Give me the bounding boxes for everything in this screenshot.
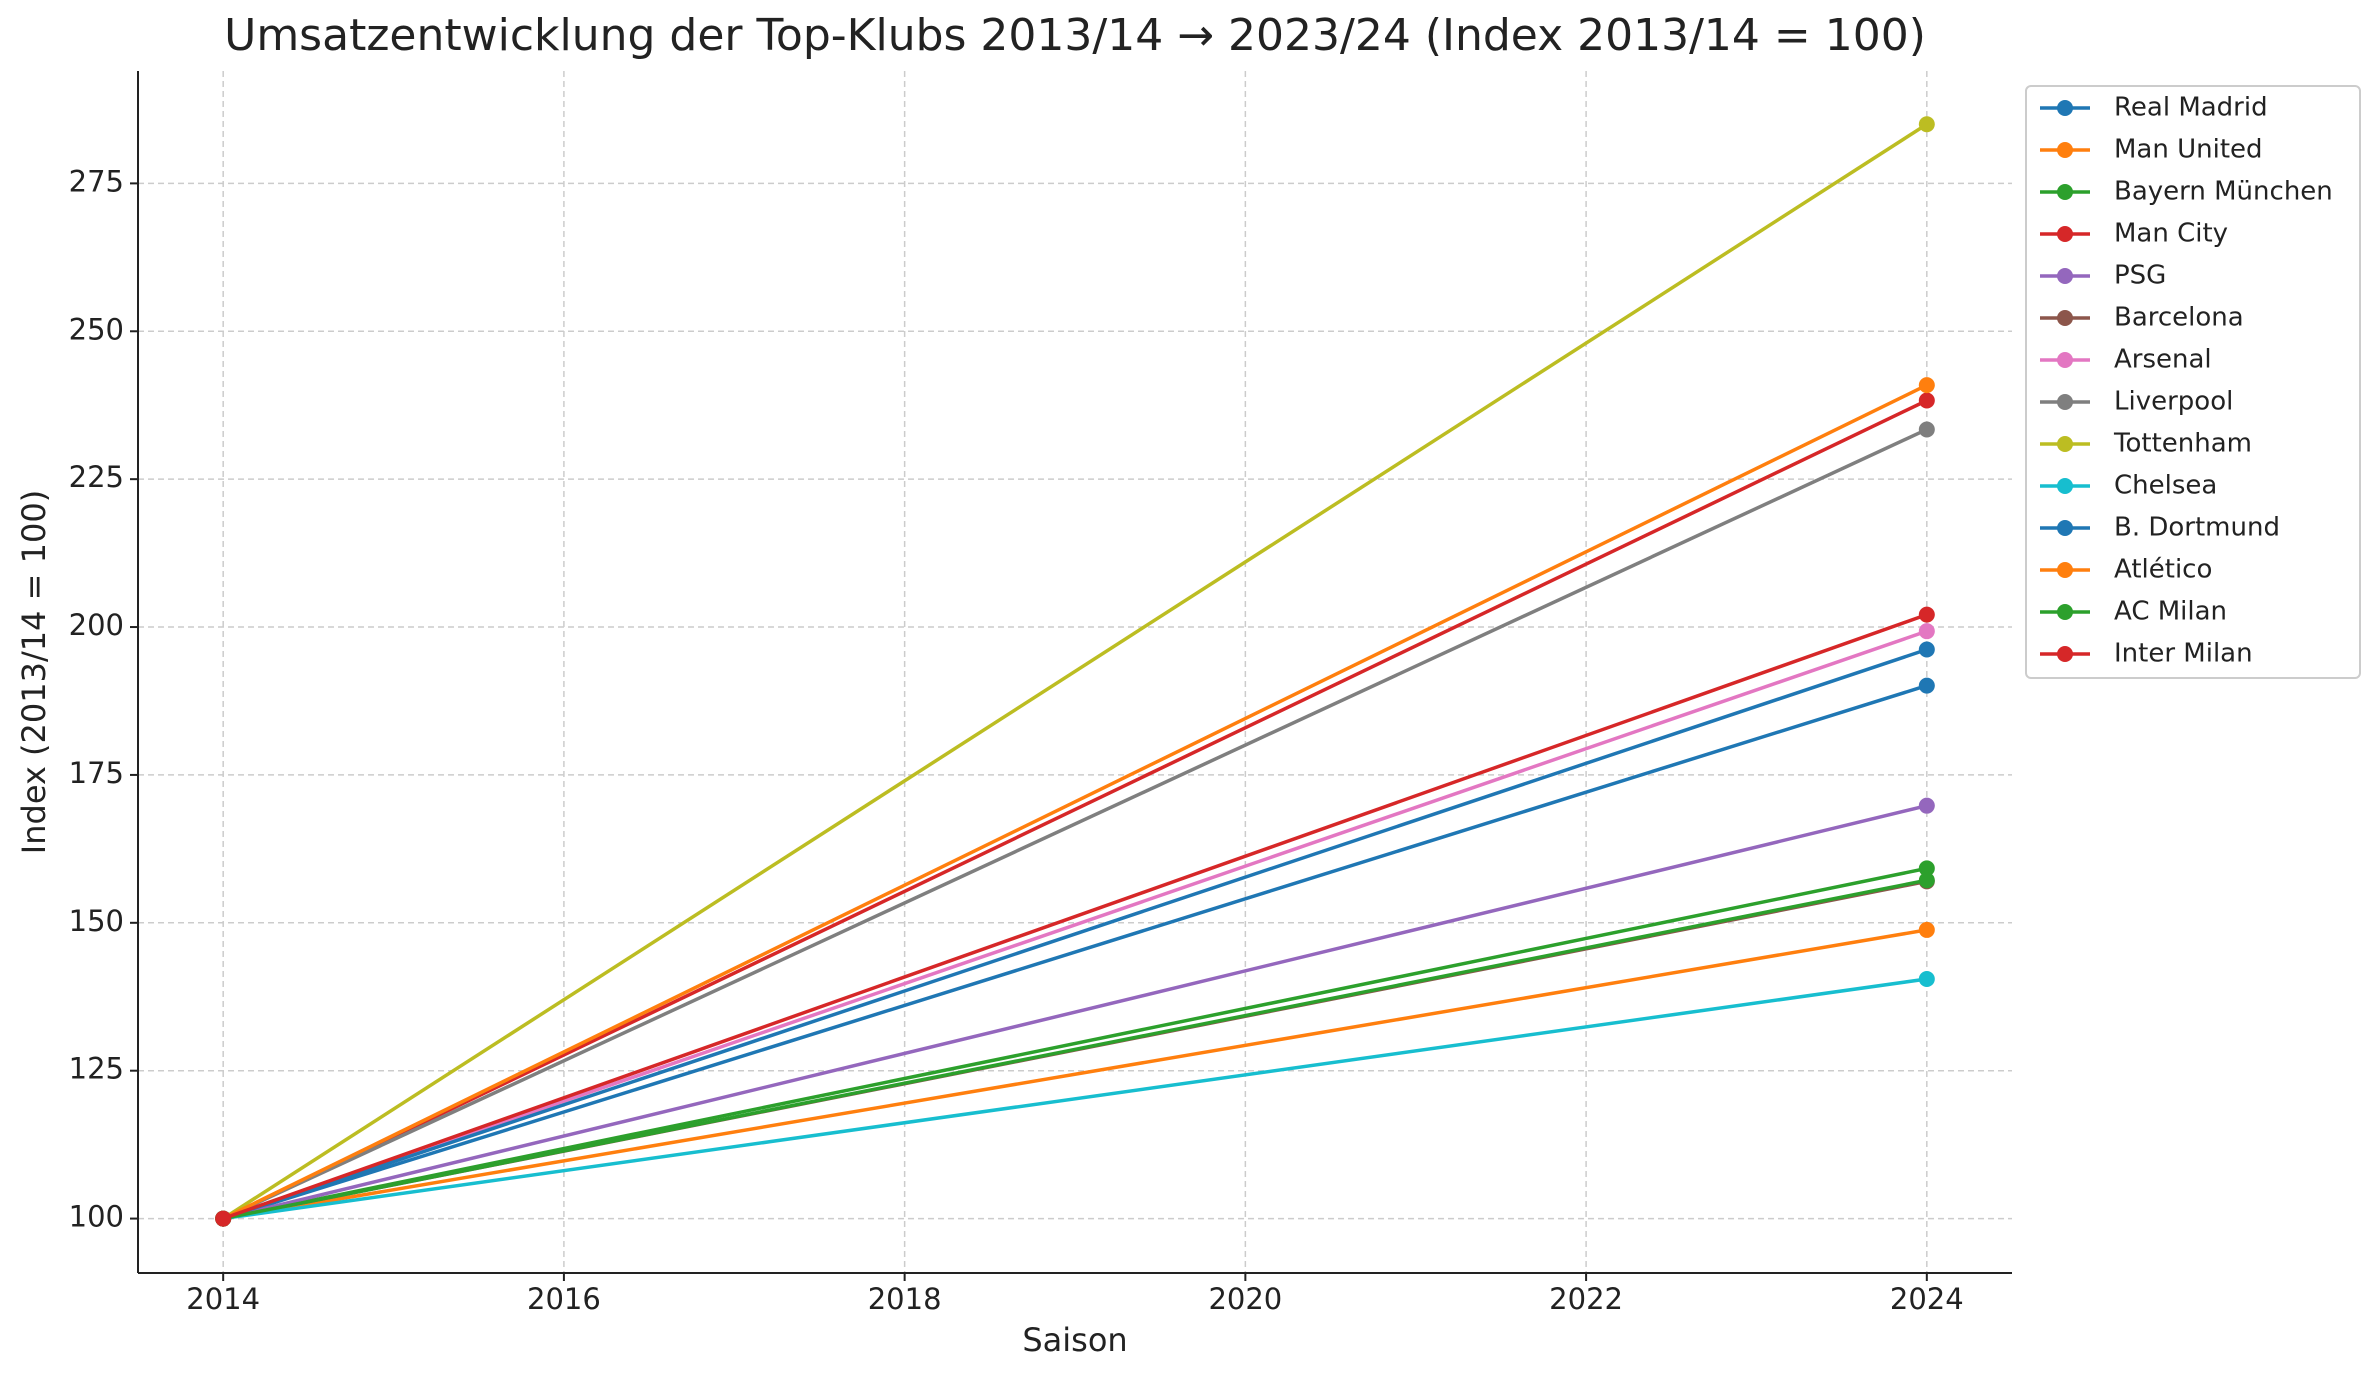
series-line — [222, 928, 1928, 1221]
y-tick-label: 250 — [69, 312, 124, 346]
x-tick-label: 2022 — [1549, 1282, 1623, 1316]
legend-label: Barcelona — [2114, 303, 2244, 333]
data-point — [1918, 641, 1935, 658]
data-point — [1918, 606, 1935, 623]
x-tick-label: 2014 — [186, 1282, 260, 1316]
legend-label: PSG — [2114, 261, 2166, 291]
series-line — [222, 612, 1928, 1221]
series-line — [222, 122, 1928, 1221]
data-point — [1918, 971, 1935, 988]
series-line — [222, 398, 1928, 1221]
legend-marker — [2057, 226, 2073, 242]
legend-label: Arsenal — [2114, 345, 2212, 375]
legend-label: Liverpool — [2114, 387, 2233, 417]
legend-marker — [2057, 268, 2073, 284]
series-line — [222, 683, 1928, 1221]
series-line — [222, 866, 1928, 1221]
legend-marker — [2057, 100, 2073, 116]
y-tick-label: 150 — [69, 904, 124, 938]
series-line — [222, 629, 1928, 1221]
y-tick-label: 200 — [69, 608, 124, 642]
data-point — [1918, 392, 1935, 409]
legend-label: AC Milan — [2114, 597, 2227, 627]
y-tick-label: 125 — [69, 1052, 124, 1086]
legend-marker — [2057, 352, 2073, 368]
legend-marker — [2057, 478, 2073, 494]
y-tick-label: 175 — [69, 756, 124, 790]
y-tick-label: 100 — [69, 1200, 124, 1234]
series-line — [222, 878, 1928, 1221]
data-point — [1918, 623, 1935, 640]
x-tick-label: 2016 — [527, 1282, 601, 1316]
data-point — [1918, 921, 1935, 938]
legend-label: Man City — [2114, 219, 2228, 249]
y-axis-label: Index (2013/14 = 100) — [15, 490, 53, 854]
legend-marker — [2057, 184, 2073, 200]
legend-marker — [2057, 310, 2073, 326]
series-line — [222, 977, 1928, 1221]
data-point — [1918, 377, 1935, 394]
legend-label: Man United — [2114, 135, 2263, 165]
legend-marker — [2057, 646, 2073, 662]
legend-label: Chelsea — [2114, 471, 2217, 501]
data-point — [1918, 860, 1935, 877]
y-tick-label: 225 — [69, 460, 124, 494]
series-line — [222, 803, 1928, 1221]
data-point — [1918, 116, 1935, 133]
legend-label: Real Madrid — [2114, 93, 2268, 123]
data-point — [1918, 677, 1935, 694]
chart-title: Umsatzentwicklung der Top-Klubs 2013/14 … — [224, 10, 1926, 61]
x-tick-label: 2018 — [868, 1282, 942, 1316]
legend-box — [2025, 85, 2361, 679]
x-tick-label: 2024 — [1890, 1282, 1964, 1316]
data-point — [1918, 797, 1935, 814]
legend-label: B. Dortmund — [2114, 513, 2280, 543]
series-line — [222, 427, 1928, 1221]
x-axis-label: Saison — [1022, 1321, 1127, 1359]
data-point — [1918, 421, 1935, 438]
legend-marker — [2057, 562, 2073, 578]
data-point — [1918, 872, 1935, 889]
legend-marker — [2057, 436, 2073, 452]
legend-label: Atlético — [2114, 555, 2212, 585]
data-point — [215, 1210, 232, 1227]
y-tick-label: 275 — [69, 164, 124, 198]
legend-marker — [2057, 394, 2073, 410]
legend-marker — [2057, 604, 2073, 620]
series-line — [222, 647, 1928, 1221]
legend-label: Inter Milan — [2114, 639, 2253, 669]
legend-label: Tottenham — [2113, 429, 2252, 459]
legend-marker — [2057, 142, 2073, 158]
series-line — [222, 383, 1928, 1221]
x-tick-label: 2020 — [1208, 1282, 1282, 1316]
legend-marker — [2057, 520, 2073, 536]
legend-label: Bayern München — [2114, 177, 2333, 207]
